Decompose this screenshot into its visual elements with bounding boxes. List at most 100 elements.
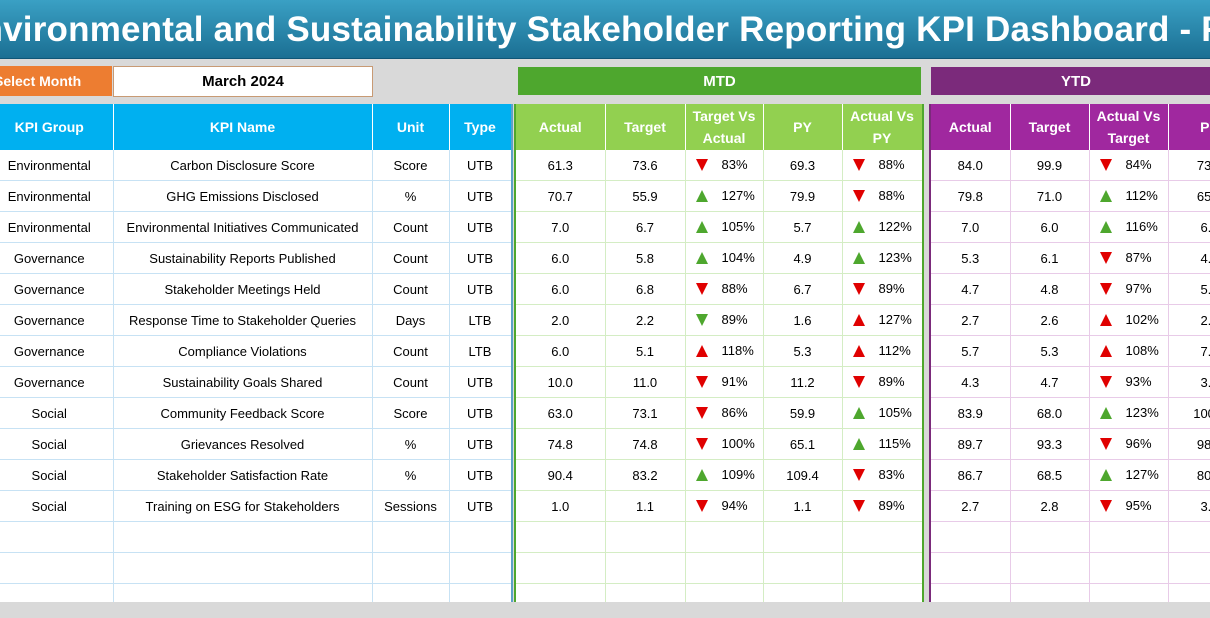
mtd-py-cell: 79.9 bbox=[763, 180, 843, 212]
ytd-actual-vs-target-cell: 116% bbox=[1089, 211, 1169, 243]
kpi-name-cell: GHG Emissions Disclosed bbox=[113, 180, 373, 212]
down-arrow-icon bbox=[1099, 159, 1112, 171]
dashboard-title-bar: Environmental and Sustainability Stakeho… bbox=[0, 0, 1210, 59]
ytd-table-row bbox=[931, 552, 1210, 584]
ytd-actual-cell: 2.7 bbox=[931, 490, 1011, 522]
kpi-unit-cell: Score bbox=[372, 150, 450, 181]
down-arrow-icon bbox=[852, 283, 865, 295]
empty-cell bbox=[842, 521, 922, 553]
mtd-table-row: 61.3 73.6 83% 69.3 88% bbox=[516, 150, 922, 181]
ytd-actual-vs-target-cell: 123% bbox=[1089, 397, 1169, 429]
empty-cell bbox=[372, 583, 450, 602]
mtd-table-row: 70.7 55.9 127% 79.9 88% bbox=[516, 180, 922, 212]
ytd-target-cell: 6.0 bbox=[1010, 211, 1090, 243]
ytd-py-cell: 73.0 bbox=[1168, 150, 1210, 181]
mtd-actual-cell: 6.0 bbox=[516, 242, 606, 274]
ytd-target-cell: 2.8 bbox=[1010, 490, 1090, 522]
empty-cell bbox=[0, 552, 114, 584]
kpi-table-row bbox=[0, 552, 511, 584]
ytd-header-0: Actual bbox=[931, 104, 1011, 150]
down-arrow-icon bbox=[695, 376, 708, 388]
mtd-py-cell: 1.1 bbox=[763, 490, 843, 522]
mtd-actual-vs-py-cell-value: 88% bbox=[878, 157, 905, 172]
ytd-table-row bbox=[931, 521, 1210, 553]
ytd-actual-cell: 4.3 bbox=[931, 366, 1011, 398]
empty-cell bbox=[1168, 521, 1210, 553]
ytd-actual-vs-target-cell-value: 96% bbox=[1125, 436, 1152, 451]
empty-cell bbox=[372, 552, 450, 584]
ytd-py-cell: 65.0 bbox=[1168, 180, 1210, 212]
mtd-actual-vs-py-cell: 112% bbox=[842, 335, 922, 367]
down-arrow-icon bbox=[852, 376, 865, 388]
empty-cell bbox=[113, 552, 373, 584]
ytd-actual-vs-target-cell-value: 116% bbox=[1125, 219, 1158, 234]
ytd-actual-vs-target-cell-value: 93% bbox=[1125, 374, 1152, 389]
ytd-actual-vs-target-cell-value: 95% bbox=[1125, 498, 1152, 513]
ytd-target-cell: 71.0 bbox=[1010, 180, 1090, 212]
mtd-target-vs-actual-cell: 105% bbox=[685, 211, 764, 243]
mtd-actual-vs-py-cell-value: 112% bbox=[878, 343, 911, 358]
mtd-header-4: Actual Vs PY bbox=[842, 104, 922, 150]
mtd-target-vs-actual-cell: 89% bbox=[685, 304, 764, 336]
mtd-actual-vs-py-cell: 89% bbox=[842, 366, 922, 398]
empty-cell bbox=[1010, 521, 1090, 553]
mtd-header-0: Actual bbox=[516, 104, 606, 150]
mtd-target-cell: 5.8 bbox=[605, 242, 686, 274]
mtd-actual-vs-py-cell: 89% bbox=[842, 273, 922, 305]
down-arrow-icon bbox=[695, 407, 708, 419]
up-arrow-icon bbox=[695, 469, 708, 481]
ytd-py-cell: 6.7 bbox=[1168, 211, 1210, 243]
down-arrow-icon bbox=[695, 500, 708, 512]
ytd-target-cell: 93.3 bbox=[1010, 428, 1090, 460]
kpi-type-cell: UTB bbox=[449, 242, 511, 274]
ytd-header-1: Target bbox=[1010, 104, 1090, 150]
mtd-target-cell: 1.1 bbox=[605, 490, 686, 522]
ytd-py-cell: 98.0 bbox=[1168, 428, 1210, 460]
empty-cell bbox=[842, 583, 922, 602]
mtd-target-vs-actual-cell-value: 91% bbox=[721, 374, 748, 389]
mtd-py-cell: 59.9 bbox=[763, 397, 843, 429]
mtd-actual-vs-py-cell: 89% bbox=[842, 490, 922, 522]
kpi-group-cell: Social bbox=[0, 490, 114, 522]
ytd-actual-vs-target-cell-value: 84% bbox=[1125, 157, 1152, 172]
mtd-target-vs-actual-cell-value: 88% bbox=[721, 281, 748, 296]
mtd-actual-vs-py-cell: 88% bbox=[842, 150, 922, 181]
kpi-info-table: KPI Group KPI Name Unit Type Environmental C… bbox=[0, 104, 511, 602]
dashboard-title: Environmental and Sustainability Stakeho… bbox=[0, 10, 1210, 49]
empty-cell bbox=[1089, 552, 1169, 584]
down-arrow-icon bbox=[1099, 283, 1112, 295]
empty-cell bbox=[763, 521, 843, 553]
kpi-table-row: Social Grievances Resolved% UTB bbox=[0, 428, 511, 460]
ytd-actual-vs-target-cell: 84% bbox=[1089, 150, 1169, 181]
mtd-target-vs-actual-cell-value: 118% bbox=[721, 343, 754, 358]
ytd-table-row: 5.36.1 87% 4.3 bbox=[931, 242, 1210, 274]
up-arrow-icon bbox=[1099, 190, 1112, 202]
empty-cell bbox=[516, 552, 606, 584]
ytd-table-row: 89.793.3 96% 98.0 bbox=[931, 428, 1210, 460]
down-arrow-icon bbox=[1099, 252, 1112, 264]
up-arrow-icon bbox=[1099, 221, 1112, 233]
kpi-header-1: KPI Name bbox=[113, 104, 373, 150]
mtd-actual-cell: 90.4 bbox=[516, 459, 606, 491]
mtd-target-vs-actual-cell-value: 89% bbox=[721, 312, 748, 327]
ytd-actual-cell: 83.9 bbox=[931, 397, 1011, 429]
ytd-py-cell: 80.0 bbox=[1168, 459, 1210, 491]
up-arrow-icon bbox=[852, 407, 865, 419]
empty-cell bbox=[516, 583, 606, 602]
empty-cell bbox=[1168, 552, 1210, 584]
mtd-actual-vs-py-cell-value: 88% bbox=[878, 188, 905, 203]
mtd-actual-cell: 2.0 bbox=[516, 304, 606, 336]
down-arrow-icon bbox=[852, 159, 865, 171]
ytd-table-row: 4.34.7 93% 3.9 bbox=[931, 366, 1210, 398]
month-dropdown[interactable]: March 2024 bbox=[113, 66, 373, 97]
mtd-target-vs-actual-cell: 86% bbox=[685, 397, 764, 429]
ytd-actual-vs-target-cell: 96% bbox=[1089, 428, 1169, 460]
mtd-py-cell: 4.9 bbox=[763, 242, 843, 274]
ytd-actual-cell: 89.7 bbox=[931, 428, 1011, 460]
mtd-actual-cell: 1.0 bbox=[516, 490, 606, 522]
up-arrow-icon bbox=[852, 438, 865, 450]
mtd-target-cell: 55.9 bbox=[605, 180, 686, 212]
kpi-unit-cell: Count bbox=[372, 211, 450, 243]
